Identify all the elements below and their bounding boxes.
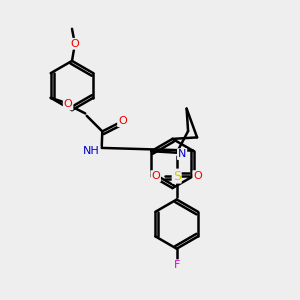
Text: O: O (70, 39, 79, 49)
Text: O: O (118, 116, 127, 126)
Text: O: O (193, 171, 202, 181)
Text: F: F (173, 260, 180, 270)
Text: O: O (64, 99, 73, 110)
Text: S: S (173, 169, 181, 183)
Text: NH: NH (83, 146, 100, 157)
Text: N: N (178, 149, 186, 159)
Text: O: O (151, 171, 160, 181)
